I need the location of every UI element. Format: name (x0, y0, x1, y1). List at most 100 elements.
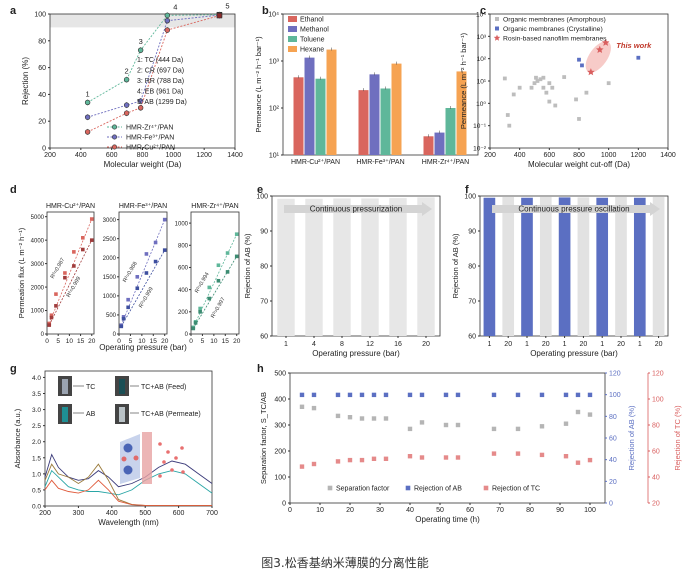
data-point (72, 264, 76, 268)
data-point (335, 392, 341, 398)
legend-label: Methanol (300, 27, 329, 34)
x-tick-label: 20 (542, 341, 550, 348)
y-tick-label: 100 (464, 194, 476, 201)
data-point (407, 426, 413, 432)
y-axis-label: Rejection of AB (%) (451, 233, 460, 299)
bar (521, 197, 533, 336)
data-point (574, 97, 578, 102)
banner-title: Continuous pressurization (310, 205, 403, 214)
y-tick-label: 3.0 (32, 407, 41, 414)
x-axis-label: Wavelength (nm) (98, 518, 159, 527)
data-point (455, 455, 461, 460)
vial-label: TC+AB (Permeate) (141, 411, 201, 418)
y-axis-label: Separation factor, S_TC/AB (259, 392, 268, 484)
x-tick-label: 10 (210, 338, 218, 345)
y-tick-label: 10² (269, 106, 280, 113)
data-point (383, 416, 389, 421)
y-tick-label: 80 (38, 38, 46, 45)
bar (596, 197, 609, 336)
category-label: HMR-Zr⁴⁺/PAN (422, 158, 469, 166)
panel-letter-d: d (10, 184, 17, 196)
y-tick-label: 80 (260, 264, 268, 271)
data-point (383, 392, 389, 398)
x-tick-label: 20 (617, 341, 625, 348)
data-point (534, 75, 538, 80)
bar (326, 49, 337, 156)
legend-label: Hexane (300, 47, 324, 54)
x-axis-label: Operating time (h) (415, 515, 480, 524)
x-tick-label: 400 (75, 152, 87, 159)
panel-letter-f: f (465, 184, 469, 196)
molecule (123, 465, 133, 475)
data-point (299, 404, 305, 409)
data-point (563, 392, 569, 398)
y-tick-label-right: 40 (609, 457, 617, 464)
y-axis-label-right2: Rejection of TC (%) (673, 405, 682, 471)
bar (652, 197, 665, 336)
y-tick-label: 400 (274, 397, 286, 404)
y-tick-label: 10⁰ (476, 101, 486, 108)
bar (615, 197, 627, 336)
x-tick-label: 10 (138, 338, 146, 345)
vial-label: AB (86, 411, 96, 418)
y-tick-label: 400 (178, 288, 189, 294)
arrow-banner (284, 202, 432, 216)
plot-frame-d (46, 211, 95, 335)
y-tick-label: 80 (468, 264, 476, 271)
data-point (577, 57, 581, 62)
y-tick-label: 60 (468, 334, 476, 341)
vial-label: TC+AB (Feed) (141, 384, 186, 391)
data-point (191, 326, 196, 331)
x-tick-label: 80 (526, 507, 534, 514)
data-point (123, 76, 130, 83)
data-point (547, 81, 552, 86)
y-tick-label: 600 (178, 266, 189, 272)
vial-label: TC (86, 384, 95, 391)
vial-liquid (62, 379, 68, 394)
legend-label: HMR-Zr⁴⁺/PAN (126, 124, 173, 132)
data-point (359, 392, 365, 398)
data-point (121, 315, 126, 319)
data-point (123, 102, 130, 108)
y-tick-label-right2: 100 (652, 397, 664, 404)
bar (434, 132, 445, 155)
x-tick-label: 0 (189, 338, 193, 345)
data-point (577, 117, 581, 121)
data-point (371, 416, 377, 421)
fit-line (192, 256, 238, 329)
data-point (541, 85, 546, 90)
data-point (234, 254, 239, 259)
data-point (575, 409, 581, 415)
spectrum-line (44, 469, 213, 496)
data-point (443, 392, 449, 398)
data-point (455, 392, 461, 398)
y-tick-label: 3.5 (32, 391, 41, 398)
data-point (47, 323, 52, 327)
r2-label: R²=0.988 (122, 261, 139, 284)
data-point (491, 451, 497, 456)
plot-frame-e (271, 195, 441, 337)
x-tick-label: 5 (201, 338, 205, 345)
data-point (532, 81, 537, 86)
category-label: HMR-Fe³⁺/PAN (356, 158, 404, 166)
data-point (491, 392, 497, 398)
y-tick-label-right: 0 (609, 501, 613, 508)
y-tick-label: 1500 (103, 275, 117, 281)
data-point (547, 99, 552, 104)
data-point (419, 420, 425, 425)
x-tick-label: 5 (56, 338, 60, 345)
data-point (84, 129, 91, 135)
bar (417, 197, 435, 336)
data-point (144, 252, 149, 256)
x-tick-label: 70 (496, 507, 504, 514)
legend-marker (495, 17, 499, 21)
x-tick-label: 20 (504, 341, 512, 348)
legend-label: Toluene (300, 37, 325, 44)
data-point (407, 454, 413, 459)
x-tick-label: 0 (288, 507, 292, 514)
x-tick-label: 1 (284, 341, 288, 348)
y-tick-label-right2: 20 (652, 501, 660, 508)
y-tick-label: 100 (274, 475, 286, 482)
solute-label: 4: EB (961 Da) (137, 89, 183, 96)
data-point (84, 114, 91, 120)
